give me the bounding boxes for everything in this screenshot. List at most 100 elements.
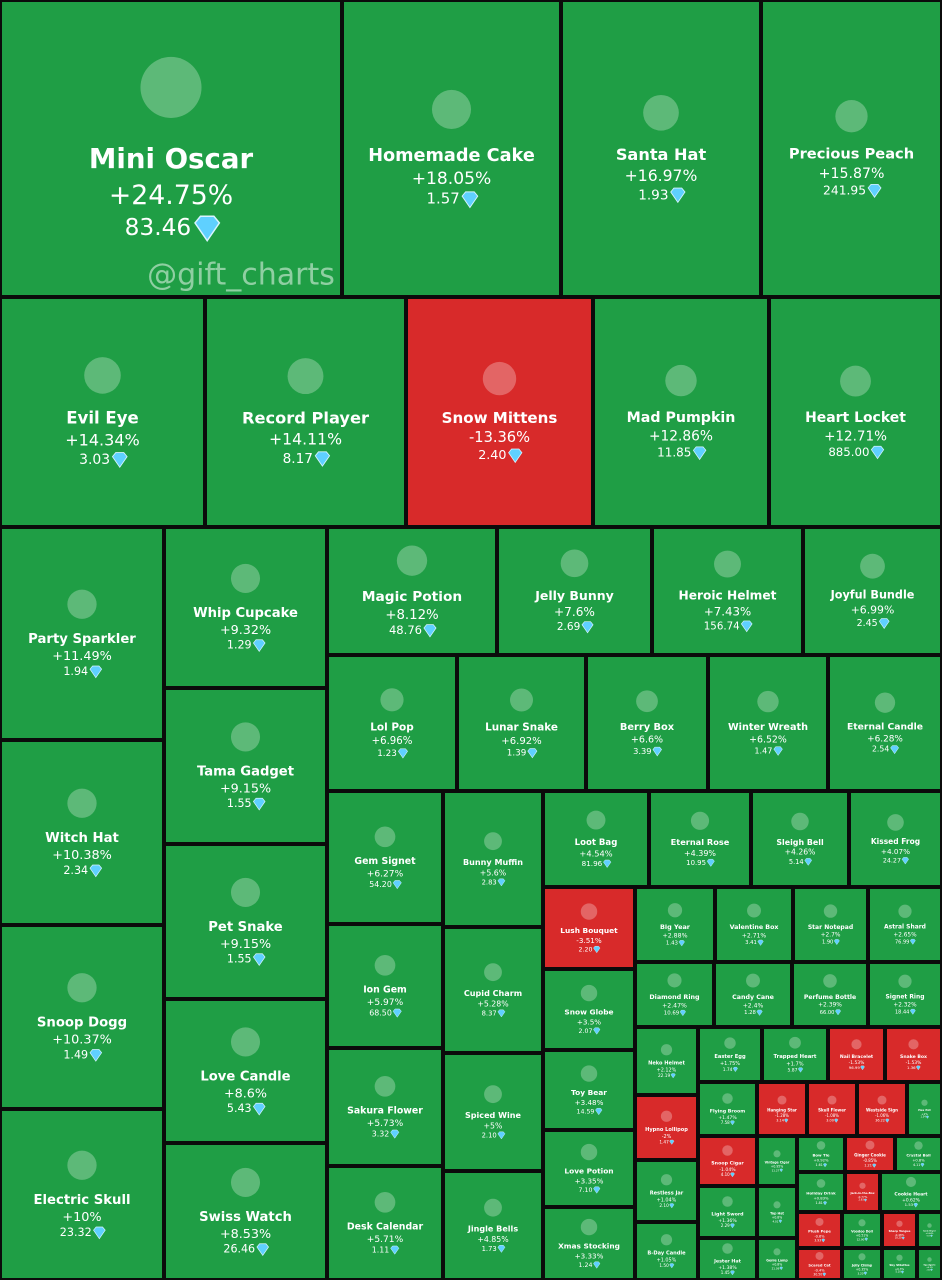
gift-icon	[914, 1141, 923, 1150]
tile	[497, 527, 652, 655]
gift-price: 1.49	[63, 1048, 88, 1061]
gift-change: +6.27%	[367, 869, 404, 879]
gift-icon	[887, 814, 904, 831]
gift-icon	[580, 984, 598, 1002]
gift-icon	[84, 357, 121, 394]
gift-price: 2.40	[478, 447, 506, 462]
gift-change: +18.05%	[412, 169, 492, 189]
gift-price: 54.20	[369, 880, 392, 889]
gift-icon	[431, 89, 472, 129]
gift-icon	[896, 1220, 903, 1227]
gift-price: 1.43	[666, 941, 679, 947]
gift-name: Lunar Snake	[485, 721, 558, 733]
tile	[797, 1172, 845, 1212]
gift-price: 5.14	[789, 858, 804, 866]
gift-price: 1.47	[659, 1140, 669, 1146]
gift-icon	[823, 974, 837, 988]
diamond-icon	[314, 451, 331, 467]
diamond-icon	[669, 1139, 675, 1145]
diamond-icon	[730, 1120, 735, 1126]
tile	[882, 1212, 917, 1248]
gift-price: 1.74	[723, 1067, 733, 1073]
gift-name: Heart Locket	[805, 410, 906, 426]
gift-price: 1.55	[227, 797, 252, 810]
tile	[205, 297, 406, 527]
tile	[762, 1027, 828, 1082]
gift-icon	[667, 973, 682, 988]
gift-price: 1.90	[822, 940, 833, 946]
tile	[635, 962, 714, 1027]
tile	[698, 1238, 757, 1280]
tile	[807, 1082, 857, 1136]
diamond-icon	[593, 946, 601, 954]
gift-change: +16.97%	[625, 166, 698, 185]
gift-price: 10.69	[664, 1010, 680, 1016]
gift-change: +10%	[62, 1210, 101, 1225]
diamond-icon	[913, 1203, 918, 1208]
gift-name: Loot Bag	[575, 838, 618, 848]
gift-price: 81.96	[582, 859, 603, 868]
tile	[327, 1166, 443, 1280]
gift-name: Neko Helmet	[648, 1061, 685, 1067]
watermark: @gift_charts	[147, 258, 335, 293]
diamond-icon	[390, 1245, 400, 1255]
gift-change: -1.08%	[825, 1113, 839, 1118]
gift-name: Hypno Lollipop	[645, 1127, 688, 1133]
diamond-icon	[423, 624, 437, 638]
gift-name: Tama Gadget	[197, 765, 294, 780]
gift-name: Swiss Watch	[199, 1210, 292, 1225]
gift-name: Snoop Dogg	[37, 1016, 127, 1031]
tile	[635, 1027, 698, 1095]
tile	[561, 0, 761, 297]
gift-price: 7.10	[579, 1187, 593, 1194]
gift-icon	[636, 690, 658, 713]
gift-price: 1.24	[579, 1262, 593, 1269]
tile	[635, 1095, 698, 1160]
gift-name: Holiday Drink	[806, 1191, 836, 1196]
gift-price: 1.21	[864, 1164, 872, 1168]
tile	[792, 962, 868, 1027]
gift-name: Diamond Ring	[649, 993, 700, 1001]
diamond-icon	[901, 1236, 905, 1240]
gift-change: -1.04%	[719, 1167, 736, 1173]
gift-price: 2.20	[579, 947, 593, 954]
gift-name: Westside Sign	[866, 1108, 898, 1113]
gift-change: +3.33%	[575, 1251, 604, 1260]
gift-name: Whip Cupcake	[193, 606, 298, 621]
tile	[0, 740, 164, 925]
diamond-icon	[397, 748, 408, 759]
tile	[543, 791, 649, 887]
tile	[842, 1248, 882, 1280]
diamond-icon	[916, 1065, 921, 1071]
tile	[868, 887, 942, 962]
gift-icon	[722, 1243, 733, 1254]
gift-price: 5.43	[227, 1102, 252, 1115]
gift-price: 1.53	[905, 1202, 914, 1207]
gift-price: 23.32	[60, 1226, 92, 1239]
tile	[868, 962, 942, 1027]
gift-change: +8.6%	[224, 1086, 267, 1101]
gift-icon	[724, 1037, 736, 1049]
gift-price: 1.61	[816, 1163, 823, 1167]
tile	[714, 962, 792, 1027]
gift-price: 3.03	[79, 452, 110, 468]
gift-name: Winter Wreath	[728, 722, 808, 733]
gift-icon	[757, 690, 779, 713]
gift-name: Bunny Muffin	[463, 858, 523, 867]
diamond-icon	[926, 1115, 929, 1119]
diamond-icon	[390, 1129, 400, 1139]
tile	[828, 655, 942, 791]
tile	[845, 1136, 895, 1172]
diamond-icon	[730, 1223, 735, 1229]
diamond-icon	[603, 859, 612, 868]
gift-change: +5%	[484, 1122, 503, 1131]
tile	[586, 655, 708, 791]
gift-icon	[509, 688, 534, 712]
gift-icon	[380, 688, 404, 712]
diamond-icon	[779, 1168, 783, 1173]
diamond-icon	[692, 446, 707, 461]
tile	[342, 0, 561, 297]
gift-price: 2.29	[721, 1223, 730, 1228]
gift-name: Spy Agaric	[923, 1263, 936, 1266]
